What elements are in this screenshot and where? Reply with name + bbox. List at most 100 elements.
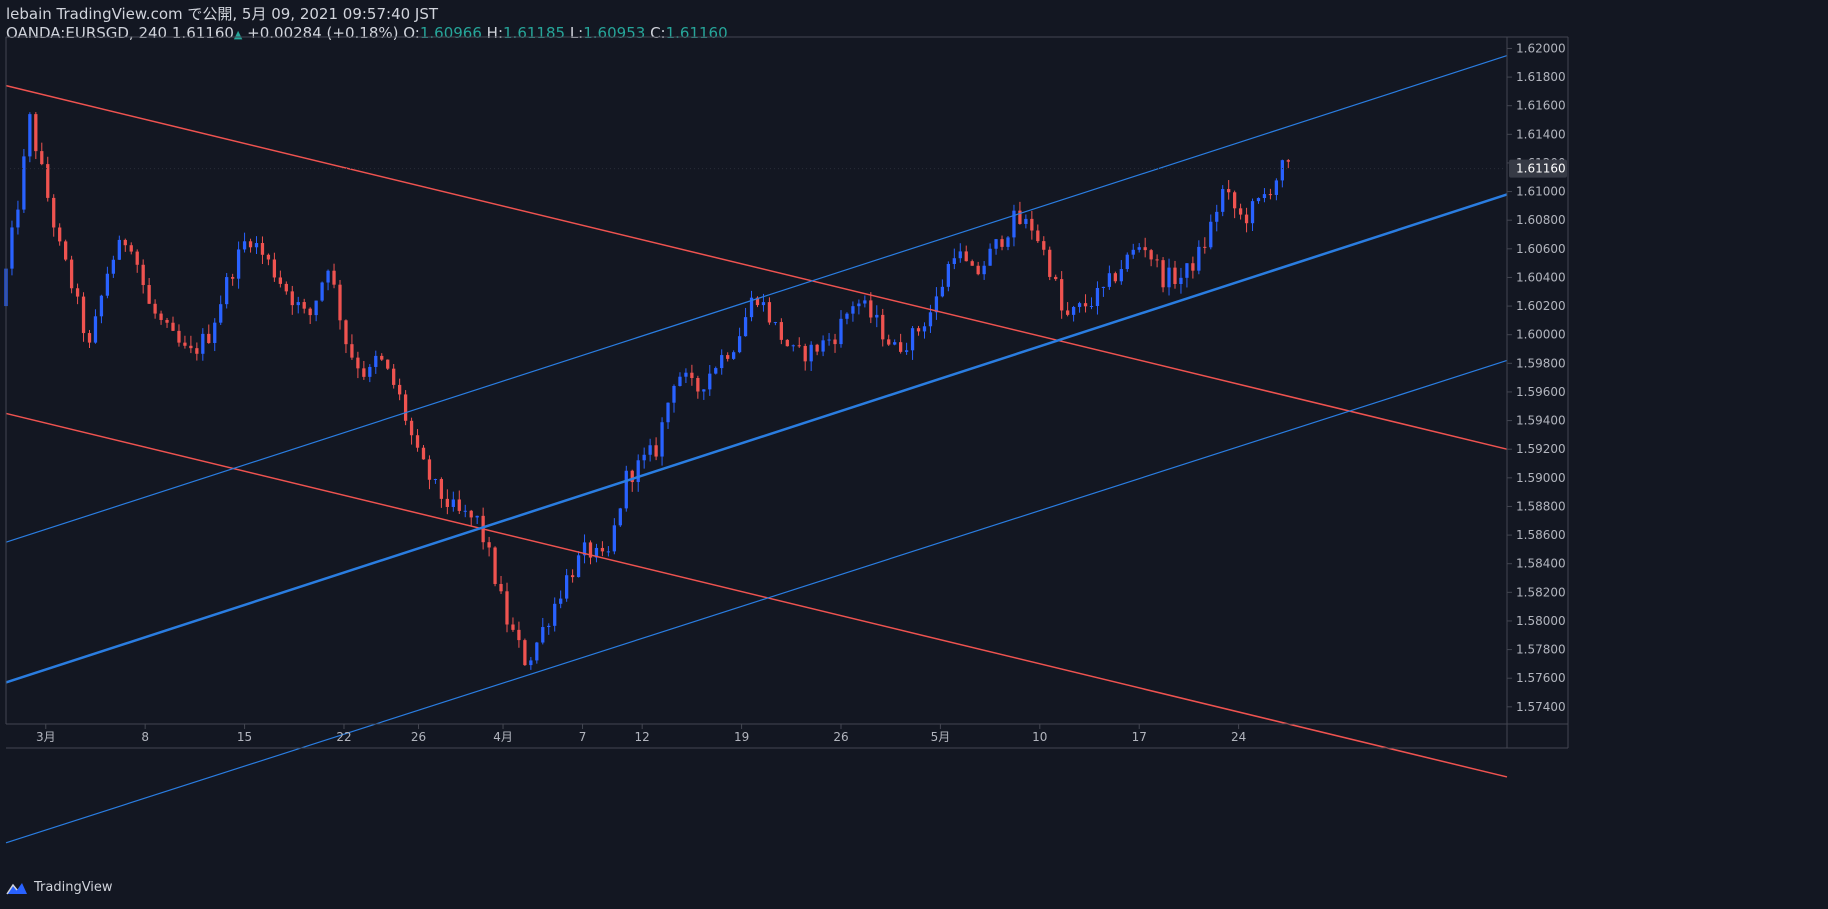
candle xyxy=(612,518,616,555)
candle-body xyxy=(487,542,491,548)
candle xyxy=(684,368,688,384)
candle xyxy=(1274,178,1279,201)
candle xyxy=(392,364,396,389)
candle xyxy=(523,638,527,666)
price-tick-label: 1.58200 xyxy=(1516,585,1566,599)
candle-body xyxy=(678,376,682,386)
candle xyxy=(1227,180,1231,200)
candle-body xyxy=(1244,214,1249,224)
candle xyxy=(714,366,718,375)
candle xyxy=(386,359,390,370)
price-axis[interactable]: 1.57400 1.57600 1.57800 1.58000 1.58200 1.584… xyxy=(5,36,1569,748)
candle xyxy=(1054,274,1058,281)
candle xyxy=(797,337,801,348)
candle-body xyxy=(952,258,956,265)
candle xyxy=(314,300,318,322)
candle xyxy=(219,295,223,326)
candle xyxy=(570,569,575,583)
price-tick-label: 1.59000 xyxy=(1516,471,1566,485)
candle-body xyxy=(1048,249,1052,277)
red-trendline[interactable] xyxy=(5,412,1508,778)
candle-body xyxy=(99,295,104,317)
candle-body xyxy=(1137,247,1141,250)
price-tick-label: 1.60400 xyxy=(1516,270,1566,284)
candle-body xyxy=(117,239,121,260)
candle-body xyxy=(570,575,575,578)
candle-body xyxy=(338,284,342,321)
candle xyxy=(618,507,622,527)
candle xyxy=(1131,243,1135,259)
candle xyxy=(1125,252,1129,272)
candle-body xyxy=(81,296,86,334)
candle-body xyxy=(165,319,169,323)
red-trendline[interactable] xyxy=(5,84,1508,450)
candle xyxy=(22,148,26,213)
candle-body xyxy=(314,300,318,316)
candle xyxy=(720,349,724,375)
candle-body xyxy=(618,508,622,526)
candle xyxy=(75,283,80,305)
candle-body xyxy=(755,297,760,306)
candle xyxy=(576,551,581,578)
candle xyxy=(898,333,903,354)
candle-body xyxy=(761,302,766,306)
candle-body xyxy=(445,498,449,507)
candle-body xyxy=(970,261,974,266)
candle-body xyxy=(1071,306,1076,315)
candle xyxy=(1101,286,1106,297)
candle-body xyxy=(123,239,127,246)
candle-body xyxy=(1107,273,1112,287)
candle-body xyxy=(1018,210,1022,224)
tradingview-logo-icon xyxy=(6,882,27,894)
candle-body xyxy=(58,227,62,242)
candle xyxy=(916,325,921,336)
candle xyxy=(28,112,32,163)
candle-body xyxy=(415,435,420,448)
candle-body xyxy=(392,368,396,385)
candle xyxy=(1042,236,1046,256)
candle xyxy=(875,305,879,328)
candle xyxy=(290,285,294,315)
candle xyxy=(857,299,861,315)
candle xyxy=(922,322,927,339)
candle-body xyxy=(397,384,402,395)
candle xyxy=(731,350,736,360)
candle-body xyxy=(630,470,634,483)
candle xyxy=(833,333,837,353)
candle xyxy=(1250,198,1255,232)
candle xyxy=(1012,204,1016,247)
blue-trendline[interactable] xyxy=(5,193,1508,684)
candle-body xyxy=(606,551,611,553)
time-tick-label: 26 xyxy=(411,730,426,744)
last-price-badge xyxy=(1509,159,1567,178)
candle-body xyxy=(529,660,533,666)
candle xyxy=(266,253,271,266)
candle-body xyxy=(433,479,438,481)
price-tick-label: 1.57400 xyxy=(1516,700,1566,714)
candle-body xyxy=(374,355,378,367)
candle xyxy=(708,365,712,396)
time-axis[interactable]: 3月 8 15 22 26 4月 7 12 19 26 5月 10 17 24 xyxy=(6,723,1568,749)
price-tick-label: 1.58400 xyxy=(1516,557,1566,571)
footer-brand[interactable]: TradingView xyxy=(6,880,113,895)
candle-body xyxy=(696,378,700,392)
candle-body xyxy=(46,164,50,198)
candle-body xyxy=(1131,249,1135,255)
brand-label: TradingView xyxy=(34,880,113,895)
candle-body xyxy=(207,333,211,343)
price-tick-label: 1.61800 xyxy=(1516,70,1566,84)
candle xyxy=(863,295,867,308)
candle-body xyxy=(475,515,479,518)
candle-body xyxy=(183,342,187,346)
candle xyxy=(654,437,658,461)
candle-body xyxy=(845,313,849,319)
candle-body xyxy=(1256,198,1261,202)
candle xyxy=(1036,224,1040,243)
candle xyxy=(827,333,831,346)
candle xyxy=(660,417,664,466)
blue-trendline[interactable] xyxy=(5,359,1508,844)
candle xyxy=(678,372,682,387)
candle-body xyxy=(898,342,903,352)
blue-trendline[interactable] xyxy=(5,55,1508,543)
